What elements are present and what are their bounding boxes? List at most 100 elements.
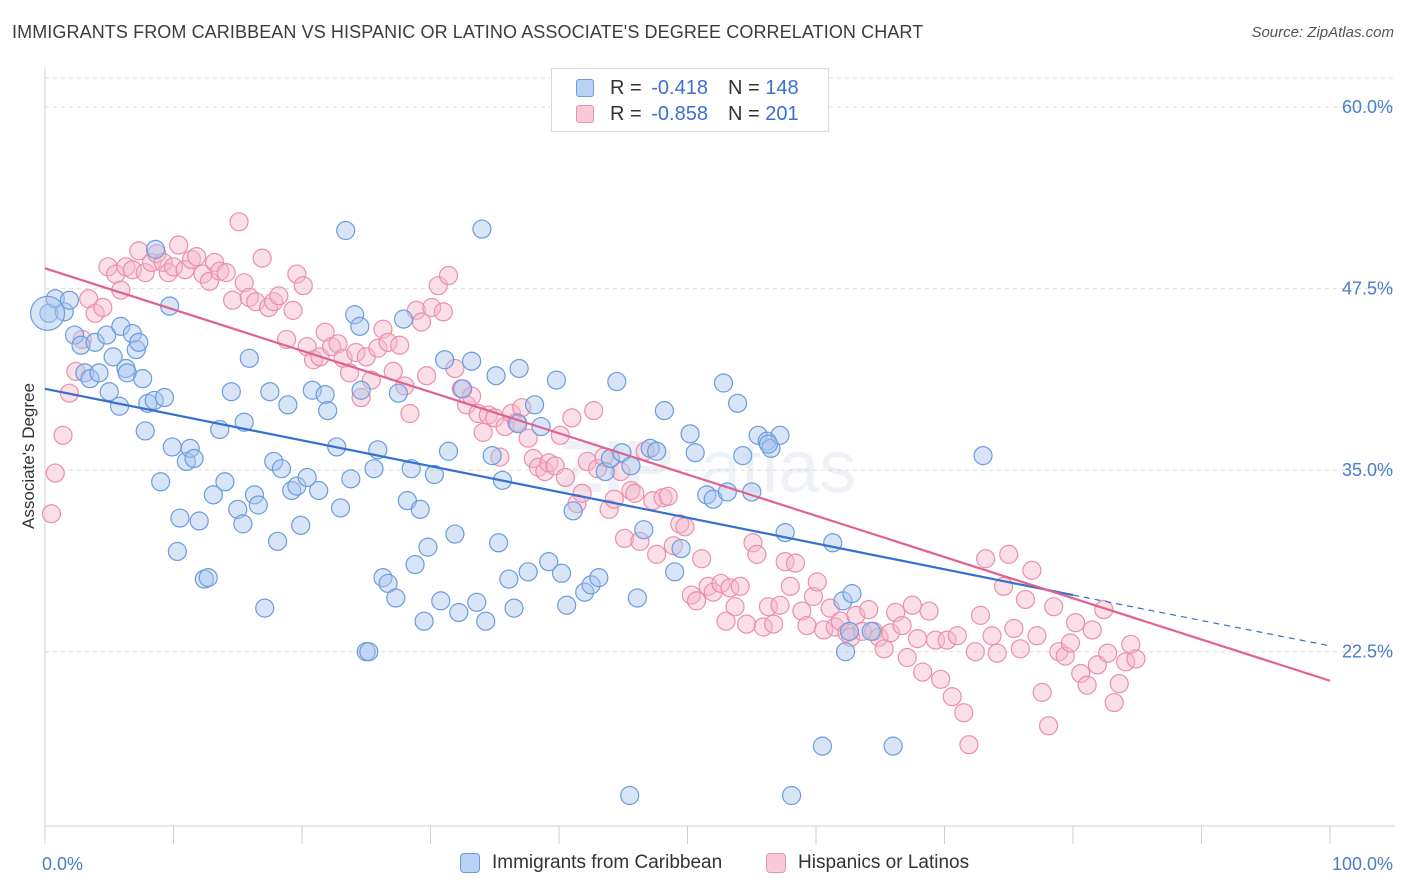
legend-r-label: R =	[610, 76, 642, 99]
caribbean-point	[85, 332, 105, 352]
hispanic-point	[234, 273, 254, 293]
caribbean-point	[336, 220, 356, 241]
hispanic-point	[807, 572, 827, 592]
hispanic-point	[223, 290, 243, 310]
hispanic-point	[763, 614, 784, 634]
caribbean-point	[620, 785, 640, 806]
hispanic-point	[169, 235, 189, 255]
hispanic-point	[611, 462, 631, 482]
caribbean-point	[445, 524, 465, 544]
hispanic-point	[1032, 682, 1052, 702]
hispanic-point	[1094, 599, 1114, 620]
caribbean-point	[345, 305, 365, 325]
hispanic-point	[1060, 633, 1081, 653]
caribbean-point	[472, 219, 492, 239]
caribbean-point	[839, 621, 860, 641]
hispanic-point	[730, 576, 750, 596]
hispanic-point	[1010, 639, 1030, 659]
caribbean-point	[575, 582, 595, 602]
caribbean-point	[546, 370, 567, 390]
legend-swatch-pink	[576, 105, 594, 123]
caribbean-point	[717, 482, 737, 502]
hispanic-point	[999, 544, 1019, 564]
caribbean-point	[388, 383, 408, 403]
caribbean-point	[203, 485, 223, 505]
hispanic-point	[53, 425, 73, 445]
hispanic-point	[925, 630, 946, 650]
caribbean-point	[467, 592, 487, 612]
hispanic-point	[630, 531, 650, 551]
hispanic-point	[880, 623, 901, 643]
hispanic-point	[41, 504, 62, 524]
hispanic-point	[1109, 674, 1129, 694]
caribbean-point	[781, 785, 802, 806]
caribbean-point	[234, 412, 254, 432]
hispanic-point	[378, 332, 398, 352]
bottom-legend-swatch-blue	[460, 853, 480, 873]
caribbean-point	[244, 485, 265, 505]
legend-n-value: 201	[765, 102, 799, 125]
hispanic-trend-line	[44, 267, 1331, 682]
caribbean-trend-line	[44, 387, 1074, 597]
caribbean-point	[504, 598, 524, 618]
caribbean-point	[462, 351, 482, 371]
caribbean-point	[291, 515, 311, 535]
hispanic-point	[982, 626, 1002, 646]
caribbean-point	[883, 736, 903, 756]
hispanic-point	[562, 408, 582, 428]
caribbean-point	[135, 421, 155, 441]
hispanic-point	[518, 428, 538, 448]
caribbean-point	[733, 446, 753, 466]
caribbean-point	[414, 611, 434, 631]
hispanic-point	[264, 292, 284, 312]
caribbean-point	[221, 382, 241, 402]
hispanic-point	[269, 286, 289, 306]
hispanic-point	[1104, 692, 1124, 713]
hispanic-point	[187, 247, 207, 267]
bottom-legend-hispanics: Hispanics or Latinos	[766, 852, 969, 874]
caribbean-point	[861, 621, 881, 641]
hispanic-point	[814, 620, 834, 640]
caribbean-point	[278, 395, 298, 415]
legend-r-label: R =	[610, 102, 642, 125]
caribbean-point	[581, 575, 601, 595]
hispanic-point	[976, 549, 996, 569]
hispanic-point	[181, 249, 202, 270]
caribbean-trend-extension	[1072, 594, 1331, 647]
caribbean-point	[233, 514, 253, 534]
caribbean-point	[499, 569, 519, 589]
hispanic-point	[417, 366, 437, 386]
hispanic-point	[907, 629, 928, 649]
hispanic-point	[725, 597, 745, 617]
hispanic-point	[947, 626, 967, 646]
y-tick-label: 22.5%	[1342, 642, 1393, 662]
caribbean-point	[59, 290, 80, 310]
hispanic-point	[252, 248, 272, 268]
y-axis-label: Associate's Degree	[19, 383, 38, 529]
caribbean-point	[476, 611, 496, 631]
axes	[44, 68, 1395, 844]
hispanic-point	[902, 595, 922, 615]
hispanic-point	[584, 401, 604, 421]
hispanic-point	[937, 630, 957, 650]
hispanic-point	[368, 338, 388, 358]
hispanic-point	[931, 669, 951, 689]
hispanic-point	[954, 703, 974, 723]
hispanic-point	[473, 422, 493, 442]
hispanic-point	[490, 447, 510, 467]
caribbean-point	[97, 325, 117, 345]
hispanic-point	[1027, 626, 1047, 646]
legend-n-label: N =	[727, 76, 760, 99]
hispanic-point	[913, 662, 933, 682]
hispanic-point	[780, 576, 800, 596]
caribbean-point	[671, 538, 691, 559]
hispanic-point	[351, 387, 371, 408]
y-tick-label: 47.5%	[1342, 279, 1393, 299]
bottom-legend-caribbean: Immigrants from Caribbean	[460, 852, 722, 874]
caribbean-point	[318, 401, 338, 421]
caribbean-point	[758, 434, 779, 454]
hispanic-point	[869, 627, 889, 647]
caribbean-point	[835, 642, 856, 662]
caribbean-point	[557, 595, 577, 615]
caribbean-point	[551, 563, 572, 583]
